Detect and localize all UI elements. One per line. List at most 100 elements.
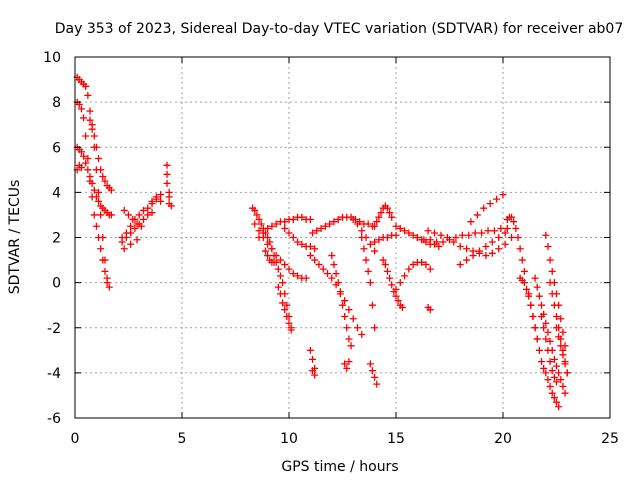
data-point (105, 283, 113, 291)
data-point (520, 279, 528, 287)
data-point (358, 234, 366, 241)
data-point (309, 367, 317, 375)
data-point (514, 234, 522, 241)
data-point (298, 240, 306, 248)
y-tick-label: 6 (52, 140, 61, 156)
data-point (535, 346, 543, 354)
data-point (276, 256, 284, 264)
data-point (501, 240, 509, 248)
x-axis-label: GPS time / hours (281, 459, 398, 475)
data-point (88, 121, 96, 129)
series-arc-11 (163, 161, 175, 210)
data-point (95, 197, 103, 205)
data-point (345, 306, 353, 314)
data-point (386, 274, 394, 282)
data-point (86, 116, 94, 124)
data-point (542, 231, 550, 239)
data-point (306, 346, 314, 354)
data-point (353, 220, 361, 228)
data-point (148, 197, 156, 205)
data-point (420, 236, 428, 244)
data-point (388, 281, 396, 289)
data-point (92, 222, 100, 230)
series-arc-22 (309, 367, 319, 379)
series-arc-32 (424, 303, 434, 314)
series-arc-09 (120, 236, 141, 253)
data-point (259, 229, 267, 237)
data-point (394, 297, 402, 305)
y-tick-label: -2 (47, 321, 61, 337)
data-point (510, 218, 518, 226)
data-point (281, 224, 289, 232)
data-points (73, 73, 571, 411)
data-point (497, 224, 505, 232)
data-point (272, 252, 280, 260)
series-arc-33 (413, 224, 511, 246)
y-tick-label: 8 (52, 95, 61, 111)
data-point (544, 346, 552, 354)
data-point (495, 245, 503, 253)
data-point (544, 243, 552, 251)
data-point (251, 220, 259, 228)
data-point (311, 245, 319, 253)
data-point (563, 369, 571, 377)
data-point (535, 292, 543, 300)
data-point (469, 252, 477, 260)
data-point (343, 324, 351, 332)
data-point (401, 227, 409, 235)
data-point (499, 191, 507, 199)
data-point (486, 200, 494, 208)
data-point (285, 265, 293, 273)
data-point (287, 326, 295, 334)
x-tick-label: 25 (601, 431, 619, 447)
data-point (125, 211, 132, 219)
data-point (409, 231, 417, 239)
data-point (122, 234, 130, 241)
data-point (313, 227, 321, 235)
data-point (482, 243, 490, 251)
data-point (561, 389, 569, 397)
series-arc-37 (503, 213, 528, 275)
data-point (383, 234, 391, 241)
data-point (84, 155, 92, 163)
data-point (533, 335, 541, 343)
series-arc-27 (371, 202, 396, 230)
data-point (392, 285, 400, 293)
data-point (127, 229, 135, 237)
series-arc-16 (261, 247, 278, 266)
data-point (396, 279, 404, 287)
data-point (392, 231, 400, 239)
data-point (533, 283, 541, 291)
data-point (525, 290, 533, 298)
data-point (285, 229, 293, 237)
data-point (484, 227, 492, 235)
data-point (97, 211, 105, 219)
series-arc-07 (120, 206, 145, 230)
data-point (341, 297, 349, 305)
data-point (371, 247, 379, 255)
data-point (371, 238, 379, 246)
series-arc-44 (553, 324, 571, 377)
data-point (341, 360, 349, 368)
data-point (443, 234, 451, 241)
data-point (349, 315, 357, 323)
data-point (281, 218, 289, 226)
data-point (80, 152, 88, 160)
series-arc-18 (309, 213, 376, 237)
data-point (553, 398, 560, 406)
data-point (107, 211, 115, 219)
data-point (553, 362, 560, 370)
data-point (139, 206, 147, 214)
data-point (285, 319, 293, 327)
data-point (90, 211, 98, 219)
data-point (452, 234, 460, 241)
data-point (450, 238, 458, 246)
y-tick-labels: -6 -4 -2 0 2 4 6 8 10 (43, 50, 61, 427)
data-point (559, 328, 567, 336)
data-point (559, 351, 567, 359)
data-point (426, 236, 434, 244)
data-point (548, 389, 556, 397)
data-point (398, 303, 406, 311)
data-point (129, 215, 137, 223)
series-arc-08 (118, 209, 156, 246)
